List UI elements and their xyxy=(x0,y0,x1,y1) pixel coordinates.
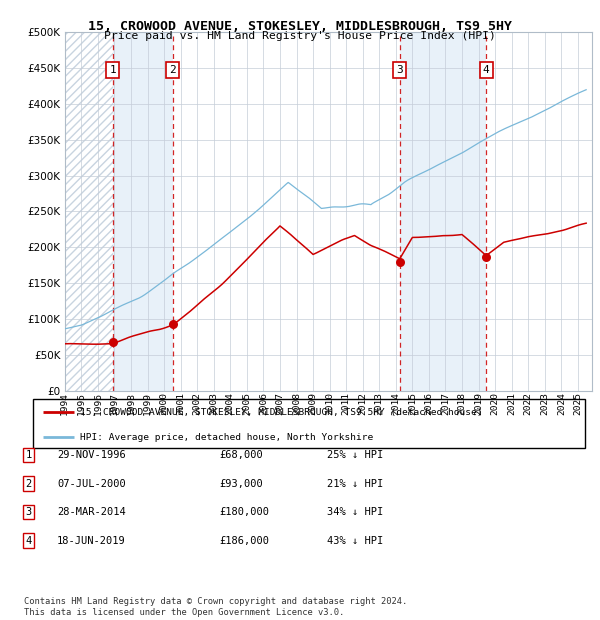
Text: 29-NOV-1996: 29-NOV-1996 xyxy=(57,450,126,460)
Bar xyxy=(113,32,173,391)
Text: £180,000: £180,000 xyxy=(219,507,269,517)
Text: 4: 4 xyxy=(483,65,490,75)
Text: 2: 2 xyxy=(169,65,176,75)
Text: 18-JUN-2019: 18-JUN-2019 xyxy=(57,536,126,546)
Text: 1: 1 xyxy=(26,450,32,460)
Bar xyxy=(65,32,113,391)
Text: 21% ↓ HPI: 21% ↓ HPI xyxy=(327,479,383,489)
Text: 3: 3 xyxy=(26,507,32,517)
Text: 1: 1 xyxy=(110,65,116,75)
Text: Price paid vs. HM Land Registry's House Price Index (HPI): Price paid vs. HM Land Registry's House … xyxy=(104,31,496,41)
Text: 43% ↓ HPI: 43% ↓ HPI xyxy=(327,536,383,546)
Text: 15, CROWOOD AVENUE, STOKESLEY, MIDDLESBROUGH, TS9 5HY (detached house): 15, CROWOOD AVENUE, STOKESLEY, MIDDLESBR… xyxy=(80,408,482,417)
Text: 2: 2 xyxy=(26,479,32,489)
Text: 3: 3 xyxy=(397,65,403,75)
Text: 15, CROWOOD AVENUE, STOKESLEY, MIDDLESBROUGH, TS9 5HY: 15, CROWOOD AVENUE, STOKESLEY, MIDDLESBR… xyxy=(88,20,512,33)
Bar xyxy=(400,32,486,391)
Bar xyxy=(173,32,400,391)
Text: 28-MAR-2014: 28-MAR-2014 xyxy=(57,507,126,517)
Text: 34% ↓ HPI: 34% ↓ HPI xyxy=(327,507,383,517)
Text: Contains HM Land Registry data © Crown copyright and database right 2024.
This d: Contains HM Land Registry data © Crown c… xyxy=(24,598,407,617)
Text: 07-JUL-2000: 07-JUL-2000 xyxy=(57,479,126,489)
Text: 4: 4 xyxy=(26,536,32,546)
Bar xyxy=(486,32,592,391)
Text: £68,000: £68,000 xyxy=(219,450,263,460)
Text: £93,000: £93,000 xyxy=(219,479,263,489)
Text: HPI: Average price, detached house, North Yorkshire: HPI: Average price, detached house, Nort… xyxy=(80,433,373,441)
Text: £186,000: £186,000 xyxy=(219,536,269,546)
Bar xyxy=(65,32,113,391)
Text: 25% ↓ HPI: 25% ↓ HPI xyxy=(327,450,383,460)
